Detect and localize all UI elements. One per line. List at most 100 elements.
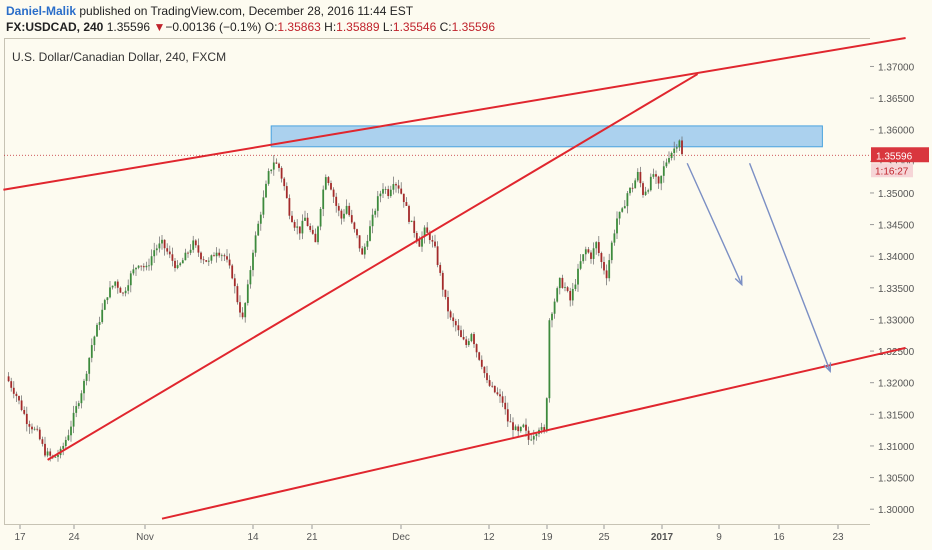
candle-body bbox=[473, 334, 475, 345]
candle-body bbox=[129, 273, 132, 286]
candle-body bbox=[488, 380, 491, 386]
candle-body bbox=[647, 190, 650, 192]
candle-body bbox=[340, 210, 343, 219]
candle-body bbox=[397, 185, 400, 189]
x-tick-label: Nov bbox=[136, 532, 154, 543]
candle-body bbox=[161, 239, 163, 244]
candle-body bbox=[345, 205, 348, 214]
candle-body bbox=[668, 158, 670, 163]
candle-body bbox=[491, 385, 494, 387]
candle-body bbox=[681, 140, 683, 155]
price-change: −0.00136 (−0.1%) bbox=[165, 20, 262, 34]
candle-body bbox=[44, 443, 46, 456]
candle-body bbox=[356, 229, 358, 236]
candle-body bbox=[322, 189, 325, 209]
candle-body bbox=[363, 246, 366, 255]
candle-body bbox=[499, 394, 501, 397]
trendline-rising-support[interactable] bbox=[47, 73, 699, 461]
candle-body bbox=[558, 277, 561, 289]
candle-body bbox=[306, 217, 309, 227]
candle-body bbox=[361, 248, 364, 255]
candle-body bbox=[415, 232, 418, 241]
candle-body bbox=[311, 229, 314, 234]
candle-body bbox=[111, 285, 114, 288]
open-label: O: bbox=[264, 20, 278, 34]
candle-body bbox=[421, 236, 423, 247]
candle-body bbox=[254, 235, 257, 253]
candle-body bbox=[561, 277, 564, 288]
high-value: 1.35889 bbox=[336, 20, 380, 34]
candle-body bbox=[298, 226, 301, 234]
candle-body bbox=[176, 265, 179, 269]
candle-body bbox=[371, 214, 374, 227]
candle-body bbox=[233, 278, 236, 287]
candle-body bbox=[293, 222, 296, 228]
candle-body bbox=[428, 232, 431, 241]
candle-body bbox=[353, 222, 356, 230]
candle-body bbox=[621, 208, 624, 212]
close-value: 1.35596 bbox=[451, 20, 496, 34]
candle-body bbox=[514, 426, 517, 431]
candle-body bbox=[127, 285, 130, 291]
candle-body bbox=[545, 398, 548, 432]
candle-body bbox=[548, 320, 551, 399]
projection-arrow[interactable] bbox=[686, 162, 743, 285]
x-tick-label: 12 bbox=[483, 532, 495, 543]
candle-body bbox=[608, 260, 611, 279]
candle-body bbox=[369, 226, 371, 241]
candle-body bbox=[174, 260, 176, 269]
candle-body bbox=[597, 242, 600, 254]
close-label: C: bbox=[439, 20, 452, 34]
candle-body bbox=[304, 217, 306, 221]
candle-body bbox=[462, 337, 465, 340]
x-tick-label: 19 bbox=[541, 532, 553, 543]
candle-body bbox=[402, 193, 405, 203]
candle-body bbox=[512, 422, 514, 431]
candle-body bbox=[358, 235, 361, 249]
candle-body bbox=[291, 215, 293, 223]
candle-body bbox=[493, 385, 496, 393]
candle-body bbox=[673, 148, 676, 153]
candle-body bbox=[88, 357, 91, 374]
candle-body bbox=[249, 270, 252, 285]
candle-body bbox=[504, 402, 507, 410]
candle-body bbox=[384, 189, 387, 190]
candle-body bbox=[46, 451, 49, 456]
candle-body bbox=[223, 255, 226, 257]
candle-body bbox=[522, 424, 525, 427]
resistance-zone[interactable] bbox=[270, 125, 823, 148]
candle-body bbox=[413, 220, 416, 233]
candle-body bbox=[441, 272, 444, 290]
candle-body bbox=[142, 266, 145, 268]
candle-body bbox=[543, 427, 546, 432]
candle-body bbox=[67, 435, 70, 440]
candle-body bbox=[228, 259, 231, 266]
candle-body bbox=[665, 162, 668, 167]
projection-arrow[interactable] bbox=[748, 162, 831, 372]
author-link[interactable]: Daniel-Malik bbox=[6, 4, 77, 18]
candle-body bbox=[317, 226, 319, 243]
candle-body bbox=[236, 286, 239, 303]
trendline-upper-channel[interactable] bbox=[3, 37, 906, 191]
candle-body bbox=[366, 240, 369, 247]
trendline-lower-channel[interactable] bbox=[161, 346, 906, 520]
candle-body bbox=[7, 376, 10, 382]
candle-body bbox=[540, 427, 543, 430]
candle-body bbox=[93, 336, 96, 346]
candle-body bbox=[400, 188, 403, 194]
candle-body bbox=[210, 255, 213, 261]
candle-body bbox=[509, 421, 512, 423]
candle-body bbox=[202, 259, 205, 261]
candle-body bbox=[10, 381, 13, 388]
plot-area[interactable] bbox=[4, 38, 870, 525]
y-tick-label: 1.33000 bbox=[878, 315, 915, 326]
candle-body bbox=[553, 301, 556, 314]
candle-body bbox=[662, 166, 665, 176]
candle-body bbox=[163, 239, 166, 249]
y-tick-label: 1.32500 bbox=[878, 347, 915, 358]
candle-body bbox=[584, 249, 587, 255]
candle-body bbox=[501, 396, 504, 403]
candle-body bbox=[629, 187, 631, 194]
y-tick-label: 1.32000 bbox=[878, 379, 915, 390]
